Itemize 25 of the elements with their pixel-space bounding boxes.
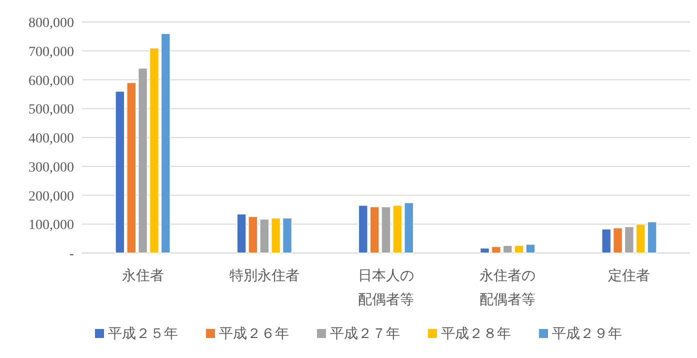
x-tick-label: 定住者: [608, 268, 650, 284]
bar: [612, 227, 623, 254]
y-tick-label: 700,000: [28, 44, 74, 60]
bar: [160, 33, 171, 254]
x-tick-label: 永住者の配偶者等: [480, 268, 536, 308]
legend-label: 平成２６年: [219, 326, 289, 342]
y-tick-label: -: [69, 247, 74, 262]
bar: [601, 228, 612, 254]
legend-label: 平成２９年: [552, 326, 622, 342]
y-tick-label: 500,000: [28, 102, 74, 118]
x-tick-label: 特別永住者: [229, 268, 300, 284]
legend-label: 平成２５年: [108, 326, 178, 342]
y-tick-label: 800,000: [28, 16, 74, 31]
bar: [480, 248, 490, 254]
y-tick-label: 600,000: [28, 74, 74, 89]
y-tick-label: 400,000: [28, 132, 74, 146]
x-tick-label: 日本人の配偶者等: [358, 268, 414, 308]
y-tick-label: 100,000: [28, 218, 74, 234]
bar: [282, 218, 292, 254]
bar: [149, 48, 160, 254]
legend-label: 平成２７年: [330, 326, 400, 342]
legend-label: 平成２８年: [441, 326, 511, 342]
y-tick-label: 300,000: [28, 160, 74, 176]
x-tick-label: 永住者: [122, 268, 164, 284]
y-tick-label: 200,000: [28, 189, 74, 204]
